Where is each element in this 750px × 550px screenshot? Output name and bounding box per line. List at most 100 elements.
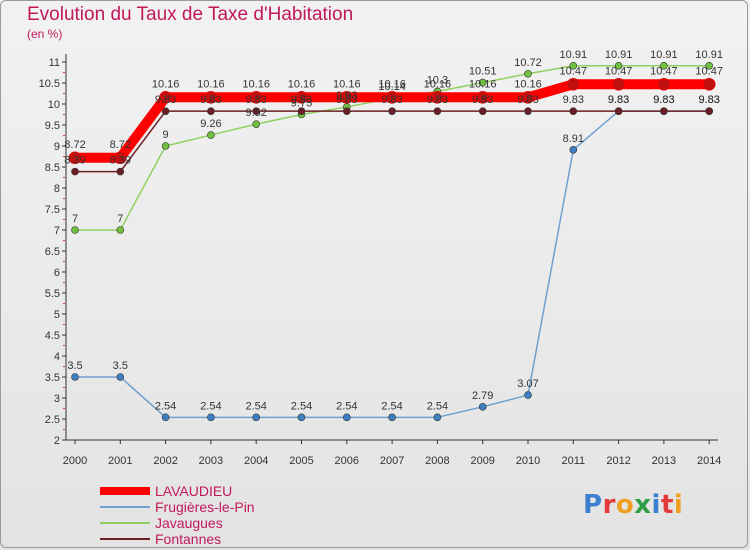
data-label-lavaudieu: 10.47 bbox=[650, 65, 678, 77]
logo-letter: i bbox=[673, 490, 684, 520]
y-tick-label: 4.5 bbox=[45, 330, 60, 342]
data-label-lavaudieu: 10.16 bbox=[152, 78, 180, 90]
data-label-javaugues: 10.3 bbox=[427, 74, 448, 86]
data-point-lavaudieu bbox=[114, 151, 127, 165]
data-label-lavaudieu: 10.16 bbox=[424, 78, 452, 90]
data-point-frugieres-le-pin bbox=[342, 413, 351, 422]
data-point-lavaudieu bbox=[249, 90, 263, 104]
x-tick-label: 2008 bbox=[425, 455, 449, 467]
y-tick-label: 3.5 bbox=[45, 372, 60, 384]
series-line-frugieres-le-pin bbox=[75, 110, 710, 419]
logo-letter: i bbox=[651, 490, 661, 520]
data-point-fontannes bbox=[116, 167, 125, 176]
data-label-javaugues: 10.51 bbox=[469, 66, 497, 78]
data-point-fontannes bbox=[433, 107, 442, 115]
legend-label-javaugues: Javaugues bbox=[155, 515, 223, 531]
data-point-frugieres-le-pin bbox=[297, 413, 306, 422]
x-tick-label: 2012 bbox=[606, 455, 630, 467]
data-label-javaugues: 10.91 bbox=[560, 49, 588, 61]
data-point-lavaudieu bbox=[657, 77, 671, 91]
data-label-fontannes: 8.39 bbox=[110, 155, 131, 167]
x-tick-label: 2011 bbox=[561, 455, 585, 467]
data-label-lavaudieu: 10.16 bbox=[514, 78, 542, 90]
data-point-javaugues bbox=[71, 226, 79, 234]
data-point-fontannes bbox=[207, 107, 215, 115]
data-label-frugieres-le-pin: 9.83 bbox=[698, 94, 719, 106]
x-tick-label: 2014 bbox=[697, 455, 721, 467]
data-point-fontannes bbox=[252, 107, 261, 115]
data-point-javaugues bbox=[116, 226, 125, 234]
data-label-javaugues: 10.72 bbox=[514, 57, 542, 69]
data-label-frugieres-le-pin: 2.54 bbox=[155, 400, 176, 412]
data-label-frugieres-le-pin: 3.07 bbox=[517, 378, 538, 390]
data-label-fontannes: 9.83 bbox=[336, 94, 357, 106]
legend-swatch-javaugues bbox=[100, 522, 150, 524]
x-tick-label: 2000 bbox=[63, 455, 87, 467]
data-point-fontannes bbox=[569, 107, 578, 115]
data-point-frugieres-le-pin bbox=[478, 403, 487, 411]
x-tick-label: 2002 bbox=[153, 455, 177, 467]
data-point-lavaudieu bbox=[159, 90, 172, 104]
x-tick-label: 2006 bbox=[335, 455, 359, 467]
data-label-fontannes: 9.83 bbox=[563, 94, 584, 106]
data-label-frugieres-le-pin: 3.5 bbox=[67, 360, 82, 372]
data-point-javaugues bbox=[478, 78, 487, 87]
data-label-javaugues: 9.26 bbox=[200, 118, 221, 130]
data-label-fontannes: 9.83 bbox=[291, 94, 312, 106]
data-label-fontannes: 9.83 bbox=[381, 94, 402, 106]
legend-swatch-lavaudieu bbox=[100, 487, 150, 495]
data-point-javaugues bbox=[252, 120, 261, 128]
legend-swatch-frugieres-le-pin bbox=[100, 506, 150, 508]
data-label-frugieres-le-pin: 2.54 bbox=[381, 400, 402, 412]
y-tick-label: 9 bbox=[54, 141, 60, 153]
x-tick-label: 2003 bbox=[199, 455, 223, 467]
data-label-frugieres-le-pin: 8.91 bbox=[563, 133, 584, 145]
data-label-lavaudieu: 10.16 bbox=[469, 78, 497, 90]
x-tick-label: 2013 bbox=[652, 455, 676, 467]
data-label-lavaudieu: 10.47 bbox=[695, 65, 723, 77]
data-label-lavaudieu: 10.47 bbox=[605, 65, 633, 77]
x-tick-label: 2010 bbox=[516, 455, 540, 467]
data-point-javaugues bbox=[660, 61, 668, 70]
data-point-frugieres-le-pin bbox=[71, 373, 79, 381]
data-point-frugieres-le-pin bbox=[252, 413, 261, 422]
y-tick-label: 2.5 bbox=[45, 414, 60, 426]
y-tick-label: 7 bbox=[54, 225, 60, 237]
data-label-fontannes: 9.83 bbox=[427, 94, 448, 106]
data-point-frugieres-le-pin bbox=[524, 391, 532, 399]
data-point-fontannes bbox=[388, 107, 396, 115]
legend-label-frugieres-le-pin: Frugières-le-Pin bbox=[155, 499, 255, 515]
data-point-lavaudieu bbox=[204, 90, 218, 104]
logo-letter: x bbox=[634, 490, 652, 520]
y-tick-label: 10.5 bbox=[39, 78, 60, 90]
logo-letter: P bbox=[583, 490, 603, 520]
data-label-javaugues: 10.91 bbox=[605, 49, 633, 61]
x-tick-label: 2007 bbox=[380, 455, 404, 467]
x-tick-label: 2005 bbox=[289, 455, 313, 467]
data-label-javaugues: 9.75 bbox=[291, 98, 312, 110]
legend-label-lavaudieu: LAVAUDIEU bbox=[155, 483, 233, 499]
y-tick-label: 6.5 bbox=[45, 246, 60, 258]
data-point-javaugues bbox=[161, 142, 170, 150]
data-label-fontannes: 9.83 bbox=[245, 94, 266, 106]
y-tick-label: 10 bbox=[48, 99, 60, 111]
data-point-fontannes bbox=[614, 107, 623, 115]
data-label-fontannes: 8.39 bbox=[64, 155, 85, 167]
y-tick-label: 5 bbox=[54, 309, 60, 321]
data-point-lavaudieu bbox=[431, 90, 444, 104]
data-point-fontannes bbox=[161, 107, 170, 115]
data-label-javaugues: 10.14 bbox=[378, 81, 406, 93]
data-point-javaugues bbox=[705, 61, 714, 70]
data-label-frugieres-le-pin: 2.54 bbox=[245, 400, 266, 412]
data-label-javaugues: 9.52 bbox=[245, 107, 266, 119]
data-point-javaugues bbox=[207, 131, 215, 139]
data-point-frugieres-le-pin bbox=[433, 413, 442, 422]
data-label-frugieres-le-pin: 2.54 bbox=[200, 400, 221, 412]
logo-letter: o bbox=[615, 490, 635, 520]
x-tick-label: 2009 bbox=[470, 455, 494, 467]
y-tick-label: 9.5 bbox=[45, 120, 60, 132]
data-label-lavaudieu: 10.16 bbox=[197, 78, 225, 90]
data-label-fontannes: 9.83 bbox=[200, 94, 221, 106]
